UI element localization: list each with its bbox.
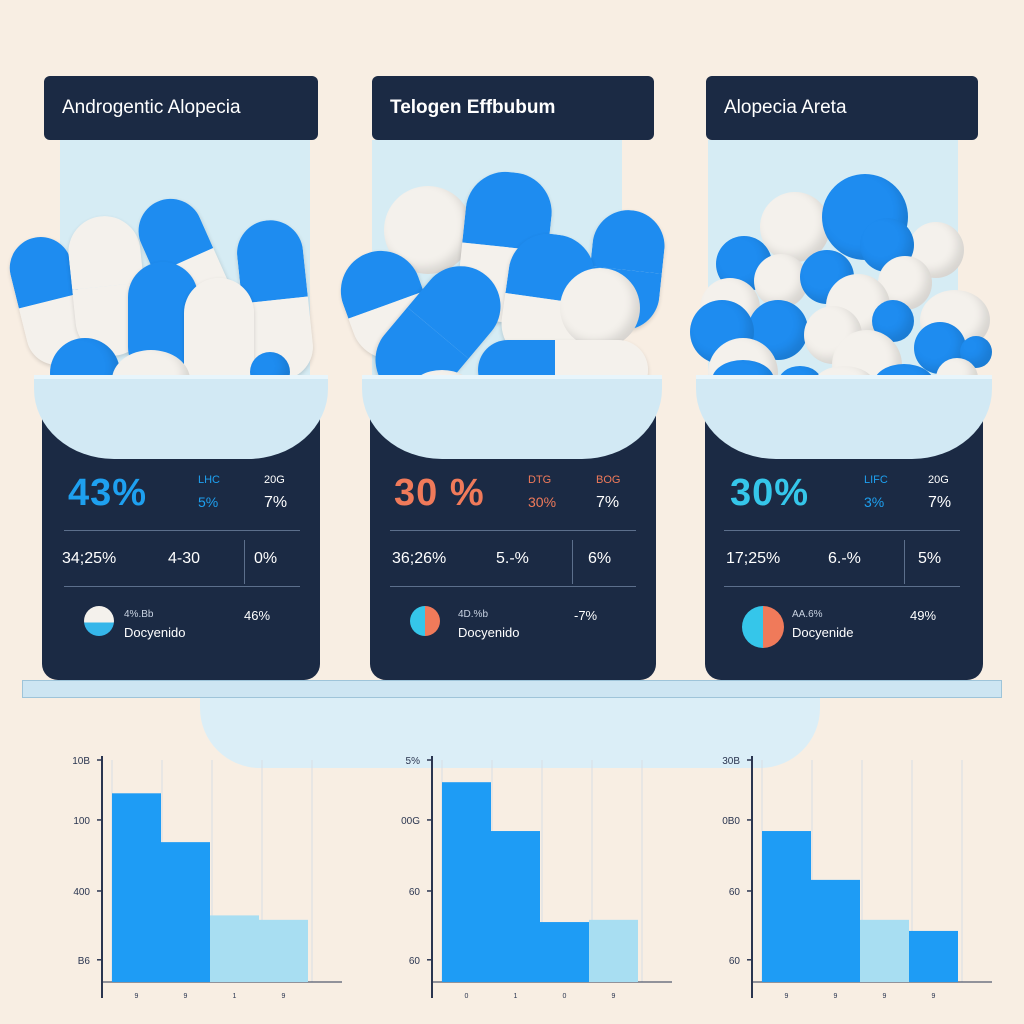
chart-3-y-tick-label: 60 — [729, 956, 741, 967]
panel-3-legend-value: 49% — [910, 608, 937, 623]
panel-3-row2-b: 6.-% — [828, 550, 861, 567]
panel-3-main-pct: 30% — [730, 472, 810, 514]
panel-3-row2-a: 17;25% — [726, 550, 781, 567]
chart-2-y-tick-label: 00G — [401, 816, 420, 827]
chart-3-x-tick-label: 9 — [785, 993, 789, 1000]
panel-3-legend-bottom: Docyenide — [792, 625, 854, 640]
panel-2-divider-1 — [390, 530, 636, 531]
panel-2-bowl — [362, 375, 662, 459]
panel-1-title: Androgentic Alopecia — [44, 76, 318, 140]
panel-1-legend-pie-icon — [84, 606, 114, 636]
panel-3-row2-c: 5% — [918, 550, 942, 567]
chart-2-bar — [589, 919, 638, 982]
panel-1-legend-top: 4%.Bb — [124, 609, 154, 620]
bar-chart-2: 5% 00G 60 60 0 1 0 9 — [370, 740, 672, 1015]
chart-1-bar — [210, 915, 259, 982]
panel-3-col-val-2: 7% — [928, 494, 952, 511]
panel-3-divider-1 — [724, 530, 960, 531]
chart-3-x-tick-label: 9 — [932, 993, 936, 1000]
panel-1-col-val-2: 7% — [264, 494, 288, 511]
chart-3-bar — [860, 919, 909, 982]
panel-2-col-val-2: 7% — [596, 494, 620, 511]
panel-1-row2-a: 34;25% — [62, 550, 117, 567]
panel-1-main-pct: 43% — [68, 472, 148, 514]
panel-3-col-val-1: 3% — [864, 494, 885, 510]
chart-2-x-tick-label: 0 — [465, 993, 469, 1000]
chart-2-bar — [540, 922, 589, 982]
panel-2-divider-2 — [390, 586, 636, 587]
panel-3-col-head-2: 20G — [928, 474, 949, 486]
panel-2-title: Telogen Effbubum — [372, 76, 654, 140]
chart-1-bar — [161, 842, 210, 982]
chart-1-y-tick-label: 100 — [73, 816, 90, 827]
panel-2-col-head-1: DTG — [528, 474, 552, 486]
chart-3-bar — [909, 930, 958, 982]
chart-1-y-tick-label: B6 — [78, 956, 91, 967]
panel-1-divider-2 — [64, 586, 300, 587]
panel-2-row2-c: 6% — [588, 550, 612, 567]
chart-1-y-tick-label: 400 — [73, 887, 90, 898]
chart-2-x-tick-label: 1 — [514, 993, 518, 1000]
panel-2-legend-pie-icon — [410, 606, 440, 636]
bar-chart-3-svg: 30B 0B0 60 60 9 9 9 9 — [722, 756, 992, 1000]
panel-3-legend-pie-icon — [742, 606, 784, 648]
chart-1-x-tick-label: 1 — [233, 993, 237, 1000]
panel-2-legend-bottom: Docyenido — [458, 625, 520, 640]
panel-1-legend-value: 46% — [244, 608, 271, 623]
chart-2-x-tick-label: 0 — [563, 993, 567, 1000]
panel-2-vdivider — [572, 540, 573, 584]
chart-1-y-tick-label: 10B — [72, 756, 90, 767]
bar-chart-1-svg: 10B 100 400 B6 9 9 1 9 — [72, 756, 342, 1000]
bar-chart-1: 10B 100 400 B6 9 9 1 9 — [40, 740, 342, 1015]
chart-3-y-tick-label: 60 — [729, 887, 741, 898]
panel-1-vdivider — [244, 540, 245, 584]
panel-3-title: Alopecia Areta — [706, 76, 978, 140]
chart-3-x-tick-label: 9 — [834, 993, 838, 1000]
chart-1-x-tick-label: 9 — [184, 993, 188, 1000]
panel-3-bowl — [696, 375, 992, 459]
shelf-bar — [22, 680, 1002, 698]
chart-2-y-tick-label: 5% — [406, 756, 421, 767]
chart-1-x-tick-label: 9 — [282, 993, 286, 1000]
panel-3-vdivider — [904, 540, 905, 584]
chart-3-y-tick-label: 30B — [722, 756, 740, 767]
panel-1-row2-c: 0% — [254, 550, 278, 567]
chart-2-bar — [442, 782, 491, 982]
panel-2-row2-a: 36;26% — [392, 550, 447, 567]
panel-1-col-val-1: 5% — [198, 494, 219, 510]
chart-2-y-tick-label: 60 — [409, 956, 421, 967]
panel-1-legend-bottom: Docyenido — [124, 625, 186, 640]
chart-1-bar — [112, 793, 161, 982]
panel-2-legend-value: -7% — [574, 608, 598, 623]
chart-1-x-tick-label: 9 — [135, 993, 139, 1000]
panel-1-col-head-2: 20G — [264, 474, 285, 486]
panel-1-bowl — [34, 375, 328, 459]
panel-3-legend-top: AA.6% — [792, 609, 823, 620]
panel-2-row2-b: 5.-% — [496, 550, 529, 567]
chart-1-bar — [259, 919, 308, 982]
chart-2-y-tick-label: 60 — [409, 887, 421, 898]
chart-3-bar — [811, 879, 860, 982]
chart-3-y-tick-label: 0B0 — [722, 816, 740, 827]
panel-3-col-head-1: LIFC — [864, 474, 888, 486]
bar-chart-3: 30B 0B0 60 60 9 9 9 9 — [690, 740, 992, 1015]
chart-3-x-tick-label: 9 — [883, 993, 887, 1000]
panel-1-divider-1 — [64, 530, 300, 531]
chart-2-x-tick-label: 9 — [612, 993, 616, 1000]
panel-1-col-head-1: LHC — [198, 474, 221, 486]
panel-2-col-val-1: 30% — [528, 494, 557, 510]
panel-2-legend-top: 4D.%b — [458, 609, 489, 620]
chart-2-bar — [491, 831, 540, 982]
chart-3-bar — [762, 831, 811, 982]
panel-2-main-pct: 30 % — [394, 472, 485, 514]
panel-1-row2-b: 4-30 — [168, 550, 201, 567]
panel-2-col-head-2: BOG — [596, 474, 621, 486]
panel-3-divider-2 — [724, 586, 960, 587]
shelf-connector — [200, 698, 820, 768]
bar-chart-2-svg: 5% 00G 60 60 0 1 0 9 — [401, 756, 672, 1000]
